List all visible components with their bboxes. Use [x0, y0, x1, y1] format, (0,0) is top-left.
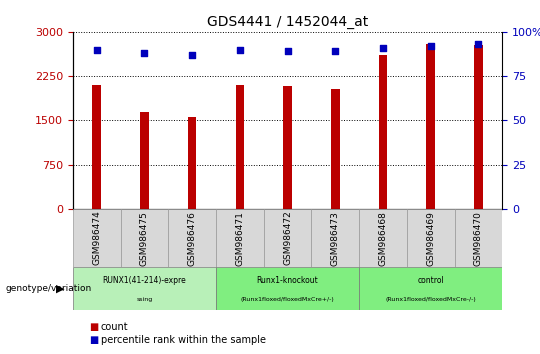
Bar	[264, 209, 312, 267]
Text: Runx1-knockout: Runx1-knockout	[256, 276, 319, 285]
Point	[379, 45, 387, 51]
Bar	[359, 267, 502, 310]
Point	[92, 47, 101, 52]
Point	[474, 41, 483, 47]
Text: count: count	[101, 322, 129, 332]
Bar	[235, 85, 244, 209]
Point	[140, 50, 149, 56]
Text: RUNX1(41-214)-expre: RUNX1(41-214)-expre	[103, 276, 186, 285]
Bar	[168, 209, 216, 267]
Point	[427, 43, 435, 49]
Text: GSM986475: GSM986475	[140, 211, 149, 266]
Bar	[331, 88, 340, 209]
Text: GSM986472: GSM986472	[283, 211, 292, 266]
Bar	[474, 45, 483, 209]
Bar	[73, 209, 120, 267]
Text: genotype/variation: genotype/variation	[5, 284, 92, 293]
Text: (Runx1floxed/floxedMxCre-/-): (Runx1floxed/floxedMxCre-/-)	[385, 297, 476, 302]
Text: ■: ■	[89, 322, 98, 332]
Text: GSM986473: GSM986473	[330, 211, 340, 266]
Text: GSM986469: GSM986469	[426, 211, 435, 266]
Title: GDS4441 / 1452044_at: GDS4441 / 1452044_at	[207, 16, 368, 29]
Text: GSM986476: GSM986476	[188, 211, 197, 266]
Bar	[140, 112, 148, 209]
Bar	[359, 209, 407, 267]
Point	[331, 48, 340, 54]
Bar	[92, 85, 101, 209]
Bar	[379, 56, 387, 209]
Text: ▶: ▶	[56, 284, 65, 293]
Text: GSM986468: GSM986468	[379, 211, 388, 266]
Text: (Runx1floxed/floxedMxCre+/-): (Runx1floxed/floxedMxCre+/-)	[241, 297, 334, 302]
Point	[284, 48, 292, 54]
Text: control: control	[417, 276, 444, 285]
Bar	[120, 209, 168, 267]
Bar	[284, 86, 292, 209]
Text: GSM986470: GSM986470	[474, 211, 483, 266]
Bar	[73, 267, 216, 310]
Text: GSM986471: GSM986471	[235, 211, 245, 266]
Bar	[216, 209, 264, 267]
Bar	[216, 267, 359, 310]
Point	[188, 52, 197, 58]
Point	[235, 47, 244, 52]
Text: ■: ■	[89, 335, 98, 345]
Text: GSM986474: GSM986474	[92, 211, 102, 266]
Text: percentile rank within the sample: percentile rank within the sample	[101, 335, 266, 345]
Bar	[427, 44, 435, 209]
Bar	[312, 209, 359, 267]
Bar	[455, 209, 502, 267]
Text: ssing: ssing	[136, 297, 153, 302]
Bar	[407, 209, 455, 267]
Bar	[188, 117, 197, 209]
